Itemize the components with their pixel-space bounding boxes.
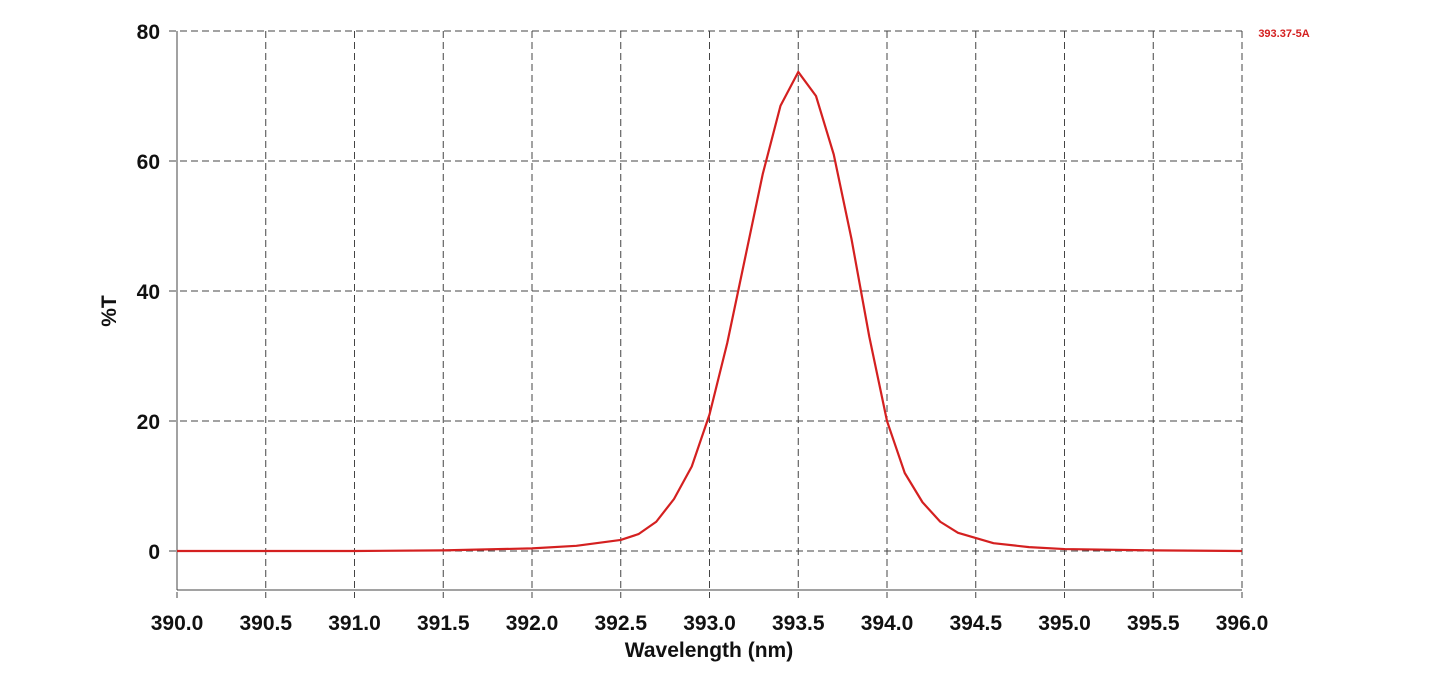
annotation: 393.37-5A: [1258, 28, 1309, 40]
data-line: [177, 70, 1243, 553]
y-tick-label: 60: [137, 151, 160, 174]
x-tick-label: 394.5: [949, 612, 1002, 635]
y-axis-label: %T: [98, 295, 121, 327]
x-tick-label: 393.0: [683, 612, 736, 635]
x-tick-label: 391.5: [417, 612, 470, 635]
x-tick-label: 395.5: [1127, 612, 1180, 635]
y-tick-label: 80: [137, 21, 160, 44]
x-tick-label: 394.0: [861, 612, 914, 635]
x-axis-label: Wavelength (nm): [625, 639, 793, 662]
x-tick-label: 392.5: [594, 612, 647, 635]
x-tick-label: 390.5: [239, 612, 292, 635]
x-tick-label: 395.0: [1038, 612, 1091, 635]
y-tick-label: 20: [137, 411, 160, 434]
x-tick-label: 396.0: [1216, 612, 1269, 635]
x-tick-label: 393.5: [772, 612, 825, 635]
y-tick-label: 40: [137, 281, 160, 304]
x-tick-label: 391.0: [328, 612, 381, 635]
y-tick-label: 0: [148, 541, 160, 564]
x-tick-label: 390.0: [151, 612, 204, 635]
x-tick-label: 392.0: [506, 612, 559, 635]
